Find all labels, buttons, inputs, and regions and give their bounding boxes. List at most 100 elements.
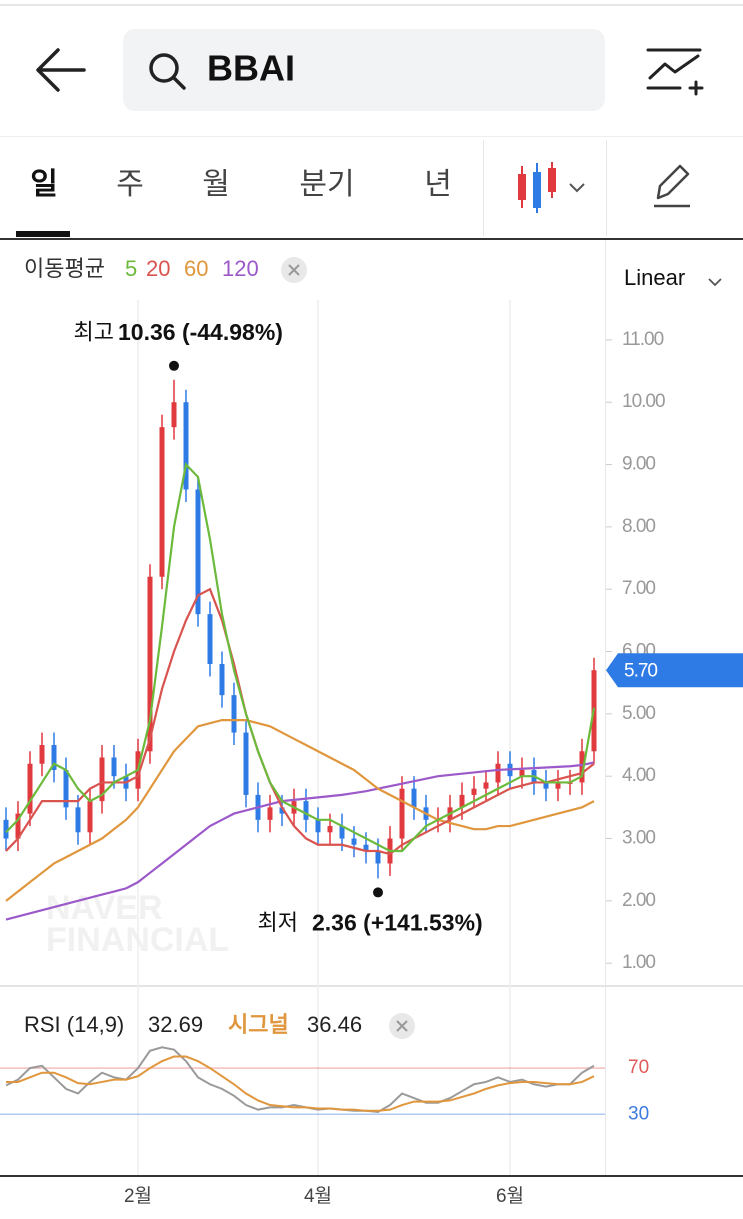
rsi-close[interactable] [389, 1013, 415, 1039]
candle-body [495, 763, 501, 783]
high-text: 10.36 (-44.98%) [118, 319, 283, 345]
legend-entry: 120 [222, 256, 259, 281]
low-text: 2.36 (+141.53%) [312, 909, 483, 935]
candle-body [411, 788, 417, 808]
candle-body [243, 732, 249, 795]
candle-body [351, 838, 357, 845]
divider [483, 140, 484, 236]
tab[interactable]: 년 [424, 168, 452, 201]
candle-body [399, 788, 405, 839]
high-label: 최고 [74, 320, 114, 345]
candle-body [3, 819, 9, 839]
ma-label: 이동평균 [24, 256, 105, 281]
candle-body [303, 801, 309, 820]
candle-body [279, 807, 285, 814]
rsi-line [6, 1055, 595, 1112]
rsi-title: RSI (14,9) [24, 1012, 124, 1037]
ma-line [5, 587, 595, 856]
high-marker [169, 360, 179, 371]
compare-icon[interactable] [646, 48, 704, 96]
y-tick-label: 10.00 [622, 391, 665, 412]
ma-line [5, 719, 595, 902]
y-tick-label: 2.00 [622, 890, 655, 911]
candle-body [327, 826, 333, 833]
candle-body [75, 807, 81, 833]
candle-body [579, 751, 585, 783]
low-label: 최저 [258, 910, 298, 935]
back-button[interactable] [36, 48, 86, 92]
candle-body [375, 850, 381, 864]
y-tick-label: 1.00 [622, 952, 655, 973]
divider [606, 140, 607, 236]
tab[interactable]: 주 [116, 168, 144, 201]
dropdown-icon [708, 278, 722, 287]
candle-body [267, 807, 273, 820]
legend-entry: 5 [125, 256, 137, 281]
search-box[interactable] [123, 29, 605, 111]
legend-entry: 20 [146, 256, 170, 281]
y-tick-label: 7.00 [622, 578, 655, 599]
x-tick-label: 4월 [304, 1185, 332, 1207]
divider [0, 985, 743, 987]
candle-body [231, 695, 237, 733]
scale-mode[interactable]: Linear [624, 265, 685, 290]
tab[interactable]: 분기 [299, 168, 354, 201]
candle-body [27, 763, 33, 814]
candle-body [363, 844, 369, 851]
candle-body [147, 576, 153, 752]
candle-body [195, 489, 201, 615]
tab[interactable]: 일 [30, 168, 58, 201]
candle-body [171, 402, 177, 428]
rsi-value: 32.69 [148, 1012, 203, 1037]
x-tick-label: 2월 [124, 1185, 152, 1207]
candle-type-button[interactable] [518, 162, 585, 213]
low-marker [373, 887, 383, 898]
rsi-signal-name: 시그널 [228, 1012, 289, 1037]
y-tick-label: 11.00 [622, 329, 664, 350]
candle-body [219, 664, 225, 696]
x-axis-line [0, 1175, 743, 1177]
candle-body [459, 794, 465, 808]
candle-body [63, 769, 69, 808]
watermark: NAVER [46, 889, 163, 927]
candle-body [543, 782, 549, 789]
candle-body [183, 402, 189, 490]
divider [0, 136, 743, 137]
candle-body [51, 745, 57, 770]
y-tick-label: 5.00 [622, 703, 655, 724]
ma-line [5, 462, 596, 853]
search-icon [149, 53, 186, 90]
candle-body [483, 782, 489, 789]
candle-body [315, 819, 321, 833]
draw-button[interactable] [654, 164, 690, 208]
candle-body [339, 826, 345, 839]
candle-body [15, 813, 21, 839]
price-tag [606, 653, 743, 688]
legend-entry: 60 [184, 256, 208, 281]
rsi-level-label: 70 [628, 1057, 649, 1078]
candle-body [99, 757, 105, 802]
axis-divider [605, 240, 606, 1176]
rsi-signal-value: 36.46 [307, 1012, 362, 1037]
x-tick-label: 6월 [496, 1185, 524, 1207]
top-border [0, 4, 743, 6]
tab-underline [16, 231, 70, 237]
y-tick-label: 4.00 [622, 765, 655, 786]
y-tick-label: 9.00 [622, 454, 655, 475]
y-tick-label: 8.00 [622, 516, 655, 537]
candle-body [207, 614, 213, 665]
rsi-line [5, 1046, 595, 1113]
divider [0, 238, 743, 240]
y-tick-label: 3.00 [622, 828, 655, 849]
search-text[interactable]: BBAI [207, 48, 295, 89]
ma-line [5, 761, 595, 921]
candle-body [87, 801, 93, 833]
rsi-level-label: 30 [628, 1103, 649, 1124]
price-tag-label: 5.70 [624, 660, 657, 681]
candle-body [471, 788, 477, 795]
tab[interactable]: 월 [202, 168, 230, 201]
ma-close[interactable] [281, 257, 307, 283]
candle-body [111, 757, 117, 777]
